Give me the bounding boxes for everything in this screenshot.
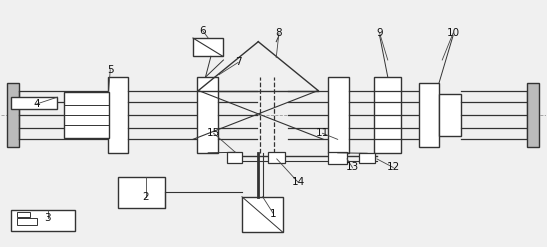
- Bar: [328, 152, 347, 164]
- Text: 7: 7: [235, 58, 241, 67]
- Bar: [420, 83, 439, 147]
- Bar: [16, 212, 30, 217]
- Text: 8: 8: [276, 28, 282, 38]
- Bar: [197, 77, 218, 153]
- Text: 11: 11: [316, 128, 329, 138]
- Bar: [439, 94, 461, 136]
- Bar: [527, 83, 539, 147]
- Bar: [11, 97, 57, 109]
- Bar: [328, 77, 348, 153]
- Text: 2: 2: [142, 192, 149, 202]
- Text: 14: 14: [292, 177, 305, 187]
- Text: 15: 15: [207, 128, 220, 138]
- Text: 6: 6: [200, 26, 206, 36]
- Bar: [359, 153, 375, 163]
- Text: 4: 4: [33, 99, 40, 109]
- Bar: [242, 197, 283, 232]
- Text: 9: 9: [376, 28, 383, 38]
- Text: 5: 5: [107, 65, 114, 75]
- Bar: [268, 152, 286, 163]
- Text: 3: 3: [44, 212, 51, 223]
- Text: 12: 12: [387, 163, 400, 172]
- Bar: [108, 77, 128, 153]
- Bar: [11, 210, 75, 231]
- Text: 10: 10: [446, 28, 459, 38]
- Bar: [193, 38, 223, 56]
- Bar: [374, 77, 401, 153]
- Text: 13: 13: [346, 163, 359, 172]
- Bar: [64, 92, 109, 138]
- Text: 1: 1: [270, 209, 277, 219]
- Bar: [227, 152, 242, 163]
- Bar: [118, 177, 165, 208]
- Bar: [16, 218, 37, 225]
- Bar: [7, 83, 19, 147]
